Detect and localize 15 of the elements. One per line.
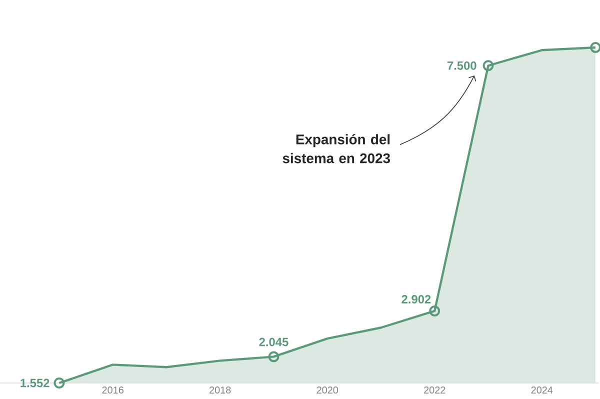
x-tick-label: 2024: [531, 386, 553, 394]
point: [54, 378, 65, 388]
x-tick-label: 2022: [424, 386, 446, 394]
x-tick-label: 2016: [102, 386, 124, 394]
data-label: 1.552: [20, 378, 50, 388]
data-label: 2.045: [259, 338, 288, 346]
data-label: 7.500: [447, 61, 476, 70]
x-tick-label: 2018: [210, 386, 231, 394]
annotation: Expansión del sistema en 2023: [282, 134, 390, 164]
x-tick-label: 2020: [316, 386, 338, 394]
point: [482, 60, 494, 72]
data-label: 2.902: [402, 295, 431, 304]
point: [429, 306, 440, 316]
point: [590, 42, 600, 53]
point: [268, 351, 280, 362]
